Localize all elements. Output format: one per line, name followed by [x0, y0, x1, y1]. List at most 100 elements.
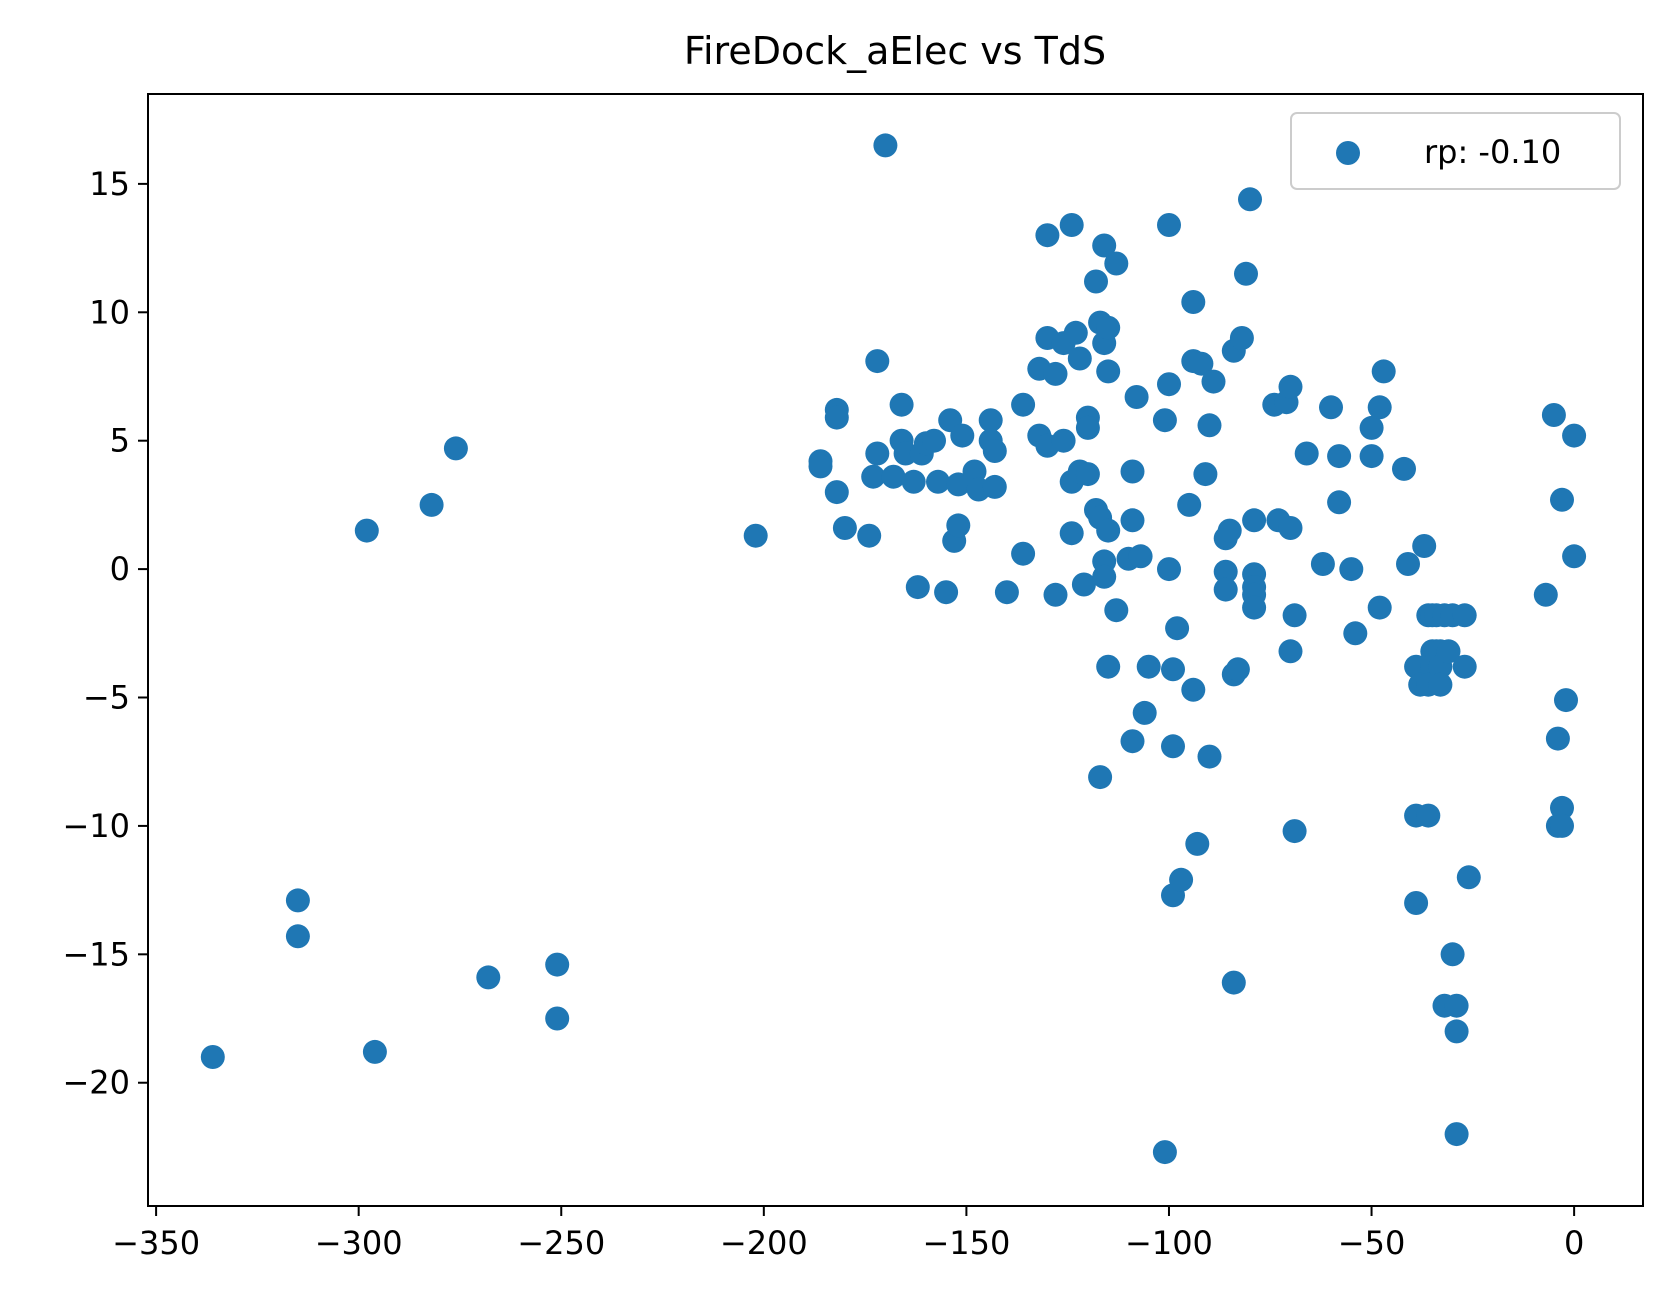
data-point [873, 133, 898, 158]
x-axis: −350 −300 −250 −200 −150 −100 −50 0 [112, 1206, 1584, 1262]
x-tick-label: −350 [112, 1224, 200, 1262]
data-point [1238, 187, 1262, 212]
data-point [1193, 462, 1218, 487]
data-point [1136, 654, 1161, 679]
data-point [1088, 765, 1113, 790]
data-point [905, 575, 930, 600]
data-point [857, 523, 882, 548]
data-point [1444, 1019, 1469, 1044]
y-tick-label: 5 [110, 422, 130, 460]
data-point [200, 1045, 225, 1069]
data-point [1444, 1122, 1469, 1147]
data-point [1104, 598, 1129, 623]
data-point [1339, 557, 1364, 582]
data-point [1444, 993, 1469, 1018]
data-point [1327, 490, 1352, 515]
data-point [1120, 729, 1145, 754]
data-point [1128, 544, 1153, 569]
data-point [922, 428, 946, 453]
x-tick-label: −250 [517, 1224, 605, 1262]
data-point [1541, 403, 1566, 427]
data-point [1067, 346, 1092, 371]
data-point [545, 1006, 570, 1031]
data-point [1533, 582, 1558, 607]
data-point [1177, 492, 1202, 517]
chart-title: FireDock_aElec vs TdS [684, 29, 1106, 73]
data-point [285, 888, 310, 913]
data-point [1059, 521, 1084, 546]
data-point [1165, 616, 1190, 641]
data-point [978, 408, 1003, 433]
data-point [1396, 552, 1420, 576]
data-point [1371, 359, 1396, 384]
data-point [1104, 251, 1129, 276]
data-point [832, 516, 857, 540]
data-point [1161, 734, 1185, 759]
data-point [443, 436, 468, 461]
y-tick-label: 0 [110, 550, 130, 588]
plot-frame [147, 93, 1644, 1207]
data-point [1213, 559, 1238, 584]
data-point [1059, 213, 1084, 237]
data-point [1319, 395, 1343, 420]
data-point [1084, 269, 1108, 294]
data-point [476, 965, 501, 990]
data-point [1132, 700, 1157, 725]
data-point [1157, 557, 1181, 582]
x-tick-label: −100 [1125, 1224, 1213, 1262]
data-points [200, 133, 1587, 1165]
data-point [946, 472, 971, 497]
data-point [1416, 803, 1441, 828]
data-point [1221, 970, 1246, 995]
data-point [1161, 657, 1185, 682]
data-point [1327, 444, 1352, 469]
data-point [1452, 654, 1477, 679]
data-point [285, 924, 310, 949]
y-axis: 15 10 5 0 −5 −10 −15 −20 [62, 165, 148, 1102]
data-point [1278, 516, 1303, 540]
data-point [889, 392, 914, 417]
x-tick-label: −300 [315, 1224, 403, 1262]
data-point [1043, 361, 1068, 386]
data-point [881, 464, 906, 489]
data-point [865, 349, 890, 374]
data-point [1096, 315, 1121, 340]
data-point [1120, 508, 1145, 533]
y-tick-label: −10 [62, 807, 130, 845]
data-point [1157, 213, 1181, 237]
data-point [1404, 891, 1429, 915]
data-point [1428, 672, 1453, 697]
data-point [1359, 415, 1384, 440]
data-point [1217, 518, 1242, 543]
data-point [1554, 688, 1578, 713]
data-point [901, 469, 926, 494]
data-point [946, 513, 971, 538]
data-point [419, 492, 444, 517]
data-point [1367, 595, 1392, 620]
data-point [1152, 1140, 1177, 1165]
x-tick-label: −50 [1338, 1224, 1406, 1262]
data-point [1452, 603, 1477, 628]
data-point [1157, 372, 1181, 397]
data-point [1562, 544, 1587, 569]
data-point [1282, 603, 1307, 628]
data-point [1063, 320, 1088, 345]
data-point [1181, 290, 1206, 314]
data-point [743, 523, 768, 548]
data-point [1310, 552, 1335, 576]
x-tick-label: −150 [922, 1224, 1010, 1262]
y-tick-label: −5 [83, 679, 130, 717]
data-point [1169, 867, 1194, 892]
y-tick-label: −20 [62, 1064, 130, 1102]
data-point [1294, 441, 1319, 466]
data-point [1092, 564, 1117, 589]
data-point [1550, 813, 1574, 838]
data-point [1120, 459, 1145, 484]
data-point [824, 480, 849, 505]
data-point [1225, 657, 1250, 682]
data-point [1011, 541, 1036, 566]
data-point [545, 952, 570, 977]
legend: rp: -0.10 [1290, 112, 1621, 190]
data-point [1181, 677, 1206, 702]
